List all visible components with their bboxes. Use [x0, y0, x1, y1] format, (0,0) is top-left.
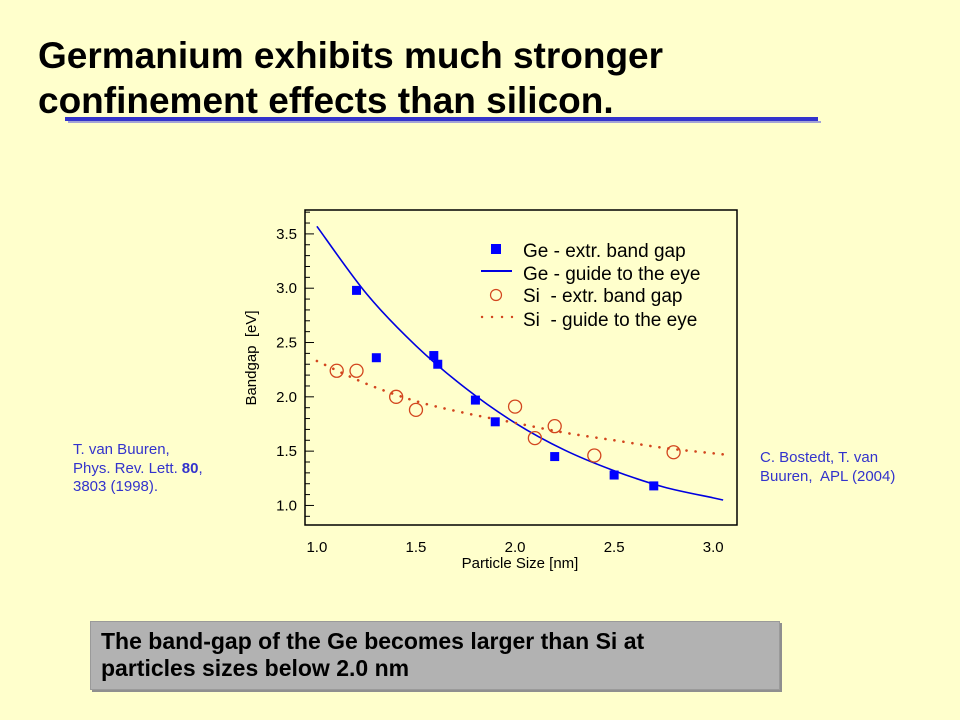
y-tick-label: 1.5 — [276, 443, 297, 460]
si-data-point — [587, 448, 602, 463]
citation-volume: 80 — [181, 459, 199, 477]
plot-series — [315, 225, 725, 501]
plot-frame — [304, 209, 738, 526]
x-tick-label: 1.0 — [306, 539, 327, 556]
y-axis-tick-labels: 1.0 1.5 2.0 2.5 3.0 3.5 — [276, 226, 297, 515]
ge-data-point — [371, 353, 381, 363]
citation-right-line-2: Buuren, APL (2004) — [760, 468, 896, 485]
slide-title-line-1: Germanium exhibits much stronger — [38, 35, 664, 76]
x-axis-label: Particle Size [nm] — [462, 555, 579, 572]
ge-data-point — [649, 481, 659, 491]
citation-right: C. Bostedt, T. van Buuren, APL (2004) — [760, 448, 895, 486]
legend: Ge - extr. band gap Ge - guide to the ey… — [480, 241, 700, 331]
ge-guide-curve — [316, 225, 724, 501]
y-tick-label: 3.0 — [276, 280, 297, 297]
si-data-point — [527, 430, 543, 446]
citation-authors: T. van Buuren, — [73, 441, 170, 458]
x-axis-tick-labels: 1.0 1.5 2.0 2.5 3.0 — [306, 539, 723, 556]
series-1 — [316, 225, 724, 501]
legend-label-ge-guide: Ge - guide to the eye — [523, 264, 700, 285]
legend-label-si-guide: Si - guide to the eye — [523, 310, 697, 331]
legend-marker-ge-square — [491, 244, 501, 254]
si-data-point — [349, 363, 364, 378]
y-axis-ticks — [305, 211, 314, 517]
ge-data-point — [433, 359, 443, 369]
series-3 — [315, 359, 725, 456]
citation-right-line-1: C. Bostedt, T. van — [760, 449, 879, 466]
citation-pages-year: 3803 (1998). — [73, 478, 159, 495]
citation-left: T. van Buuren, Phys. Rev. Lett. 80, 3803 … — [73, 441, 203, 497]
y-tick-label: 2.0 — [276, 389, 297, 406]
citation-journal-line: Phys. Rev. Lett. 80, — [73, 460, 203, 479]
legend-label-si-points: Si - extr. band gap — [523, 286, 683, 307]
x-tick-label: 1.5 — [406, 539, 427, 556]
ge-data-point — [352, 285, 362, 295]
si-data-point — [389, 389, 404, 404]
ge-data-point — [470, 395, 480, 405]
si-data-point — [547, 419, 562, 434]
si-data-point — [666, 445, 681, 460]
x-tick-label: 2.5 — [604, 539, 625, 556]
series-0 — [352, 285, 659, 491]
summary-box: The band-gap of the Ge becomes larger th… — [90, 621, 780, 690]
title-underline-shadow — [68, 121, 821, 123]
series-2 — [329, 363, 681, 463]
ge-data-point — [490, 417, 500, 427]
ge-data-point — [609, 470, 619, 480]
title-underline — [65, 117, 818, 121]
si-guide-curve — [315, 359, 725, 456]
summary-line-2: particles sizes below 2.0 nm — [101, 655, 410, 681]
si-data-point — [408, 402, 424, 418]
x-tick-label: 3.0 — [703, 539, 724, 556]
si-data-point — [329, 363, 344, 378]
slide-title-line-2: confinement effects than silicon. — [38, 80, 614, 121]
y-tick-label: 2.5 — [276, 335, 297, 352]
legend-marker-si-circle — [489, 288, 503, 302]
legend-label-ge-points: Ge - extr. band gap — [523, 241, 686, 262]
ge-data-point — [550, 452, 560, 462]
y-tick-label: 1.0 — [276, 497, 297, 514]
slide-title: Germanium exhibits much stronger confine… — [38, 33, 663, 123]
y-axis-label: Bandgap [eV] — [243, 310, 260, 405]
citation-volume-suffix: , — [198, 459, 203, 477]
summary-line-1: The band-gap of the Ge becomes larger th… — [101, 628, 645, 654]
ge-data-point — [429, 351, 439, 361]
y-tick-label: 3.5 — [276, 226, 297, 243]
citation-journal: Phys. Rev. Lett. — [73, 459, 178, 477]
si-data-point — [507, 399, 523, 414]
x-tick-label: 2.0 — [505, 539, 526, 556]
